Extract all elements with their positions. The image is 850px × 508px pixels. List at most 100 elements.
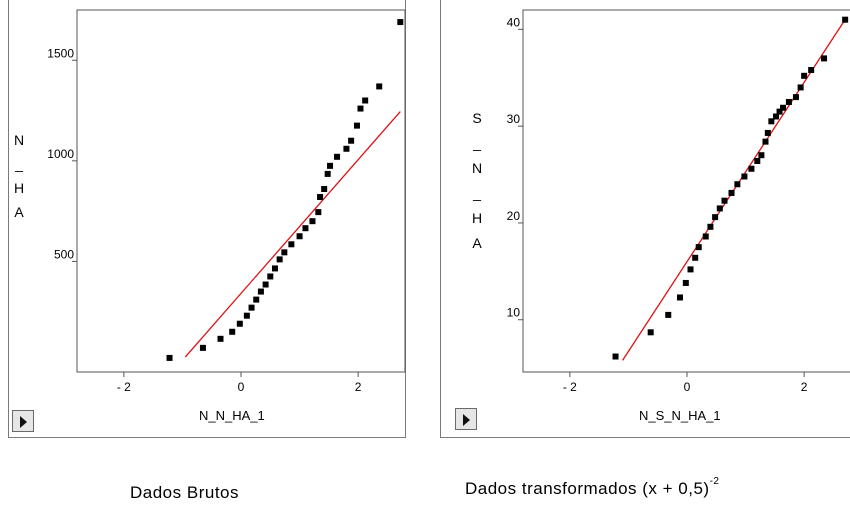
y-tick-label: 20 xyxy=(507,209,521,223)
data-point xyxy=(281,249,288,256)
data-point xyxy=(236,320,243,327)
y-tick-label: 1500 xyxy=(47,46,74,60)
x-tick-label: - 2 xyxy=(117,380,131,394)
data-point xyxy=(764,129,771,136)
data-point xyxy=(721,197,728,204)
fit-line xyxy=(184,111,401,358)
right-chart-panel: - 2 0 2 10 20 30 40 S _ N _ H A N_S_N_HA_1 xyxy=(440,0,850,438)
data-point xyxy=(612,353,619,360)
data-point xyxy=(716,205,723,212)
y-tick-label: 40 xyxy=(507,15,521,29)
caption-right-exponent: -2 xyxy=(709,476,720,488)
data-point xyxy=(808,67,815,74)
data-point xyxy=(334,153,341,160)
data-point xyxy=(692,254,699,261)
fit-line xyxy=(622,17,847,361)
right-x-axis-label: N_S_N_HA_1 xyxy=(639,408,721,423)
x-tick-label: 2 xyxy=(355,380,362,394)
data-point xyxy=(748,165,755,172)
data-point xyxy=(276,256,283,263)
y-tick-label: 500 xyxy=(54,247,74,261)
data-point xyxy=(248,304,255,311)
plot-frame xyxy=(76,9,406,373)
data-point xyxy=(357,105,364,112)
caption-right-main: Dados transformados (x + 0,5) xyxy=(465,479,710,498)
data-point xyxy=(309,218,316,225)
data-point xyxy=(321,185,328,192)
caption-right: Dados transformados (x + 0,5)-2 xyxy=(465,476,720,499)
data-point xyxy=(741,173,748,180)
data-point xyxy=(324,170,331,177)
y-label-letter: N xyxy=(13,132,25,148)
data-point xyxy=(343,145,350,152)
data-point xyxy=(302,225,309,232)
y-label-letter: _ xyxy=(473,135,481,151)
data-point xyxy=(327,162,334,169)
y-label-letter: S xyxy=(472,110,482,126)
y-label-letter: _ xyxy=(473,185,481,201)
y-label-letter: A xyxy=(472,235,482,251)
x-tick-label: - 2 xyxy=(563,380,577,394)
data-point xyxy=(315,209,322,216)
data-point xyxy=(707,223,714,230)
left-plot-svg: - 2 0 2 500 1000 1500 xyxy=(47,9,406,394)
data-point xyxy=(166,354,173,361)
data-point xyxy=(754,157,761,164)
data-point xyxy=(199,344,206,351)
y-label-letter: H xyxy=(13,180,25,196)
data-point xyxy=(348,137,355,144)
caption-left: Dados Brutos xyxy=(130,483,239,502)
data-point xyxy=(702,233,709,240)
left-x-axis-label: N_N_HA_1 xyxy=(199,408,265,423)
data-point xyxy=(734,181,741,188)
data-point xyxy=(768,118,775,125)
data-point xyxy=(253,296,260,303)
data-point xyxy=(801,72,808,79)
y-tick-label: 30 xyxy=(507,112,521,126)
data-point xyxy=(262,281,269,288)
right-plot-svg: - 2 0 2 10 20 30 40 xyxy=(507,9,850,394)
data-point xyxy=(762,138,769,145)
data-point xyxy=(780,104,787,111)
data-point xyxy=(257,288,264,295)
play-triangle-icon xyxy=(20,416,27,428)
data-point xyxy=(665,311,672,318)
data-point xyxy=(792,94,799,101)
y-tick-label: 10 xyxy=(507,306,521,320)
data-point xyxy=(243,312,250,319)
x-tick-label: 2 xyxy=(801,380,808,394)
data-point xyxy=(676,294,683,301)
data-point xyxy=(362,97,369,104)
data-point xyxy=(288,241,295,248)
data-point xyxy=(376,83,383,90)
data-point xyxy=(842,16,849,23)
data-point xyxy=(758,152,765,159)
data-point xyxy=(353,122,360,129)
data-point xyxy=(682,279,689,286)
data-point xyxy=(267,273,274,280)
data-point xyxy=(773,113,780,120)
right-play-button[interactable] xyxy=(455,408,477,430)
data-point xyxy=(687,266,694,273)
data-point xyxy=(229,328,236,335)
data-point xyxy=(712,214,719,221)
y-label-letter: _ xyxy=(15,156,23,172)
y-tick-label: 1000 xyxy=(47,147,74,161)
plot-frame xyxy=(522,9,850,373)
data-point xyxy=(776,108,783,115)
y-label-letter: H xyxy=(471,210,483,226)
data-point xyxy=(397,19,404,26)
play-triangle-icon xyxy=(463,414,470,426)
x-tick-label: 0 xyxy=(684,380,691,394)
data-point xyxy=(821,55,828,62)
data-point xyxy=(785,98,792,105)
left-play-button[interactable] xyxy=(12,410,34,432)
data-point xyxy=(728,189,735,196)
left-chart-panel: - 2 0 2 500 1000 1500 N _ H A N_N_HA_1 xyxy=(8,0,406,438)
data-point xyxy=(647,329,654,336)
data-point xyxy=(271,265,278,272)
y-label-letter: A xyxy=(14,204,24,220)
data-point xyxy=(296,233,303,240)
data-point xyxy=(317,194,324,201)
data-point xyxy=(797,84,804,91)
